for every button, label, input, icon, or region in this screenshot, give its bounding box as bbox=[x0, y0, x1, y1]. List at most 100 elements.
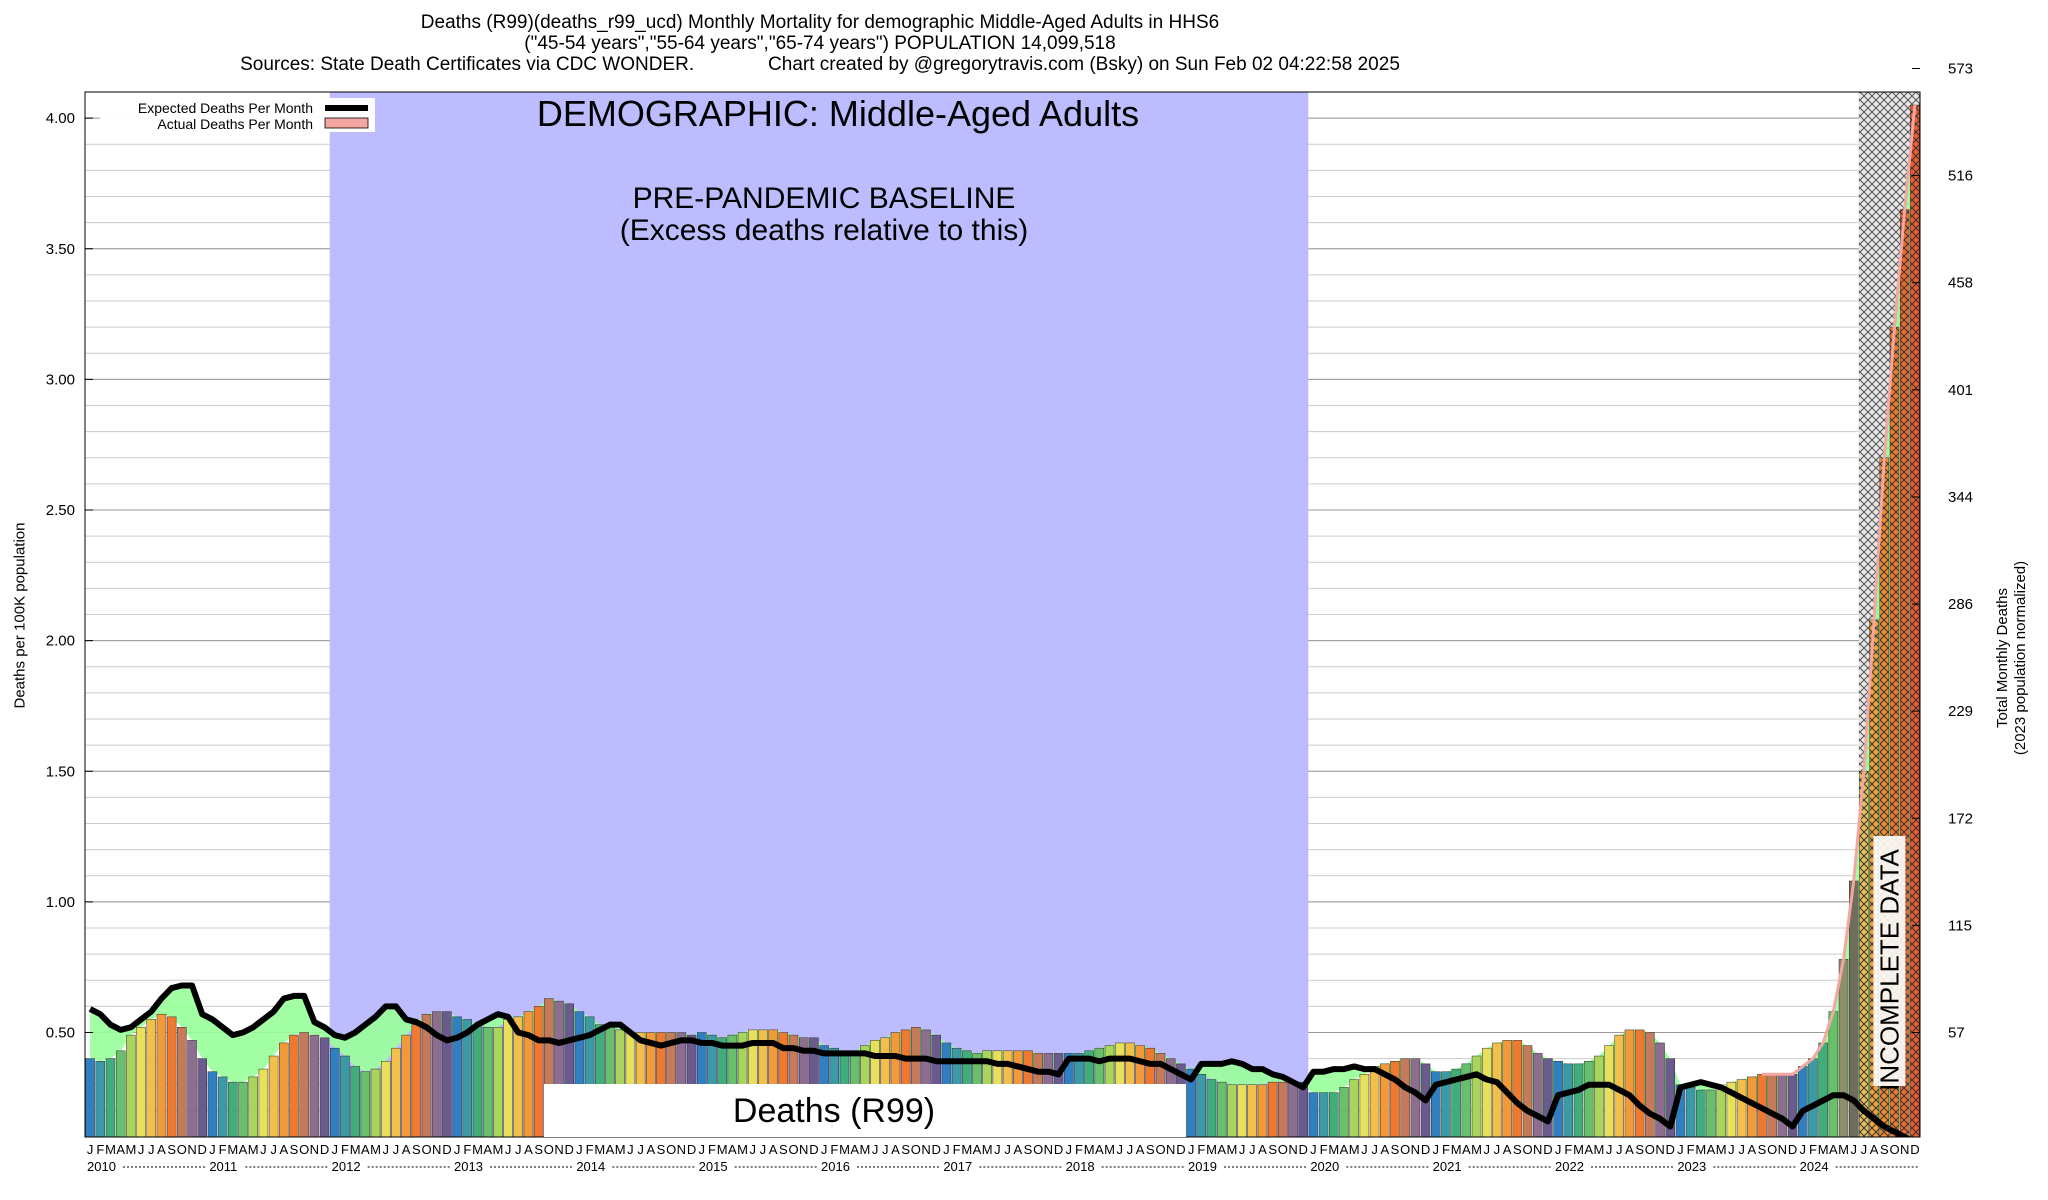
actual-bar bbox=[156, 1013, 167, 1137]
x-month-label: F bbox=[1320, 1142, 1328, 1157]
x-year-label: 2020 bbox=[1310, 1159, 1339, 1174]
actual-bar bbox=[462, 1019, 473, 1137]
x-month-label: J bbox=[749, 1142, 756, 1157]
x-month-label: N bbox=[432, 1142, 441, 1157]
actual-bar bbox=[1441, 1071, 1451, 1137]
y-tick-label: 3.50 bbox=[46, 241, 75, 258]
x-month-label: S bbox=[901, 1142, 910, 1157]
actual-bar bbox=[105, 1058, 116, 1137]
actual-bar bbox=[370, 1068, 381, 1137]
actual-bar bbox=[1706, 1089, 1716, 1137]
x-month-label: D bbox=[1176, 1142, 1185, 1157]
chart-title-block: Deaths (R99)(deaths_r99_ucd) Monthly Mor… bbox=[0, 12, 1640, 75]
legend-expected-label: Expected Deaths Per Month bbox=[138, 100, 313, 116]
actual-bar bbox=[513, 1016, 524, 1137]
x-month-label: N bbox=[921, 1142, 930, 1157]
actual-bar bbox=[1624, 1029, 1635, 1137]
x-month-label: F bbox=[219, 1142, 227, 1157]
x-month-label: D bbox=[687, 1142, 696, 1157]
x-month-label: N bbox=[677, 1142, 686, 1157]
actual-bar bbox=[1247, 1084, 1258, 1137]
baseline-annotation-title: PRE-PANDEMIC BASELINE bbox=[633, 182, 1016, 215]
x-month-label: J bbox=[872, 1142, 879, 1157]
x-month-label: A bbox=[1747, 1142, 1756, 1157]
x-month-label: D bbox=[1299, 1142, 1308, 1157]
x-month-label: M bbox=[105, 1142, 116, 1157]
x-month-label: J bbox=[138, 1142, 145, 1157]
actual-bar bbox=[350, 1066, 360, 1137]
x-month-label: O bbox=[1033, 1142, 1043, 1157]
x-month-label: J bbox=[505, 1142, 512, 1157]
actual-bar bbox=[228, 1081, 238, 1137]
x-month-label: M bbox=[492, 1142, 503, 1157]
x-month-label: M bbox=[370, 1142, 381, 1157]
actual-bar bbox=[1359, 1074, 1370, 1137]
actual-bar bbox=[482, 1027, 493, 1137]
actual-bar bbox=[1563, 1063, 1574, 1137]
x-month-label: A bbox=[1870, 1142, 1879, 1157]
actual-bar bbox=[1298, 1081, 1308, 1137]
cause-label-box bbox=[544, 1084, 1186, 1137]
baseline-annotation-subtitle: (Excess deaths relative to this) bbox=[620, 214, 1029, 247]
x-month-label: M bbox=[1716, 1142, 1727, 1157]
x-month-label: M bbox=[1695, 1142, 1706, 1157]
x-month-label: J bbox=[576, 1142, 583, 1157]
y2-tick-label: 229 bbox=[1948, 703, 1973, 720]
x-month-label: A bbox=[891, 1142, 900, 1157]
x-month-label: D bbox=[932, 1142, 941, 1157]
x-month-label: J bbox=[87, 1142, 94, 1157]
x-month-label: N bbox=[1411, 1142, 1420, 1157]
actual-bar bbox=[279, 1042, 289, 1137]
x-month-label: A bbox=[157, 1142, 166, 1157]
actual-bar bbox=[1196, 1074, 1207, 1137]
x-year-label: 2018 bbox=[1066, 1159, 1095, 1174]
x-month-label: J bbox=[821, 1142, 828, 1157]
incomplete-bar-hatch bbox=[1900, 209, 1910, 1137]
y-tick-label: 1.50 bbox=[46, 763, 75, 780]
x-month-label: M bbox=[1084, 1142, 1095, 1157]
x-month-label: J bbox=[699, 1142, 706, 1157]
incomplete-bar-hatch bbox=[1890, 327, 1900, 1137]
x-month-label: J bbox=[1004, 1142, 1011, 1157]
x-month-label: J bbox=[260, 1142, 267, 1157]
actual-bar bbox=[1267, 1081, 1278, 1137]
x-month-label: F bbox=[341, 1142, 349, 1157]
x-month-label: F bbox=[1197, 1142, 1205, 1157]
actual-bar bbox=[1237, 1084, 1247, 1137]
x-month-label: N bbox=[799, 1142, 808, 1157]
x-month-label: M bbox=[982, 1142, 993, 1157]
x-month-label: M bbox=[737, 1142, 748, 1157]
x-month-label: M bbox=[1818, 1142, 1829, 1157]
actual-bar bbox=[584, 1016, 595, 1137]
baseline-band bbox=[329, 92, 1309, 1137]
x-month-label: S bbox=[1758, 1142, 1767, 1157]
x-month-label: M bbox=[1349, 1142, 1360, 1157]
x-month-label: A bbox=[483, 1142, 492, 1157]
x-month-label: N bbox=[1900, 1142, 1909, 1157]
actual-bar bbox=[95, 1060, 106, 1137]
x-month-label: A bbox=[646, 1142, 655, 1157]
x-month-label: J bbox=[943, 1142, 950, 1157]
x-month-label: J bbox=[994, 1142, 1001, 1157]
x-month-label: J bbox=[1606, 1142, 1613, 1157]
x-month-label: J bbox=[1310, 1142, 1317, 1157]
x-month-label: A bbox=[279, 1142, 288, 1157]
x-month-label: D bbox=[1788, 1142, 1797, 1157]
x-month-label: A bbox=[1095, 1142, 1104, 1157]
incomplete-label-box bbox=[1873, 836, 1906, 1086]
actual-bar bbox=[217, 1076, 228, 1137]
x-month-label: O bbox=[666, 1142, 676, 1157]
x-month-label: S bbox=[534, 1142, 543, 1157]
x-month-label: A bbox=[239, 1142, 248, 1157]
x-month-label: O bbox=[1522, 1142, 1532, 1157]
x-month-label: D bbox=[442, 1142, 451, 1157]
x-month-label: J bbox=[1361, 1142, 1368, 1157]
x-year-label: 2014 bbox=[576, 1159, 605, 1174]
x-month-label: J bbox=[332, 1142, 339, 1157]
actual-bar bbox=[330, 1047, 340, 1137]
y2-tick-label: 401 bbox=[1948, 382, 1973, 399]
actual-bar bbox=[166, 1016, 177, 1137]
y2-tick-label: 573 bbox=[1948, 60, 1973, 77]
